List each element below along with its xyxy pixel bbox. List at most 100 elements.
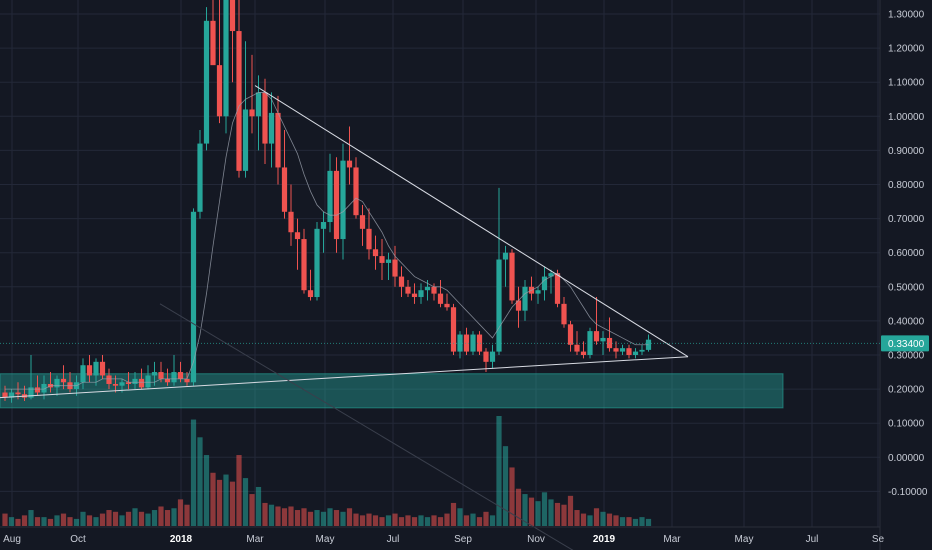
candle — [314, 222, 320, 301]
candle — [80, 358, 86, 390]
candle — [561, 297, 567, 328]
candle — [587, 327, 593, 359]
candle-body — [2, 392, 8, 398]
candle — [327, 153, 333, 233]
candle — [580, 341, 587, 359]
support-zone — [0, 373, 784, 409]
candle-body — [437, 293, 444, 304]
volume-bar — [502, 446, 509, 526]
volume-bar — [567, 495, 574, 526]
volume-bar — [73, 518, 80, 526]
ma-line — [5, 92, 649, 390]
candle — [28, 355, 34, 400]
candle — [418, 283, 424, 304]
price-axis[interactable]: 1.30000 1.20000 1.10000 1.00000 0.90000 0.800… — [879, 0, 928, 550]
time-tick-label: 2018 — [170, 534, 193, 545]
candle — [606, 317, 613, 352]
candle-body — [418, 290, 424, 298]
candle — [444, 293, 450, 311]
current-price-badge: 0.33400 — [0, 335, 929, 352]
volume-bar — [138, 511, 145, 526]
volume-bar — [645, 518, 652, 526]
candle-body — [613, 348, 619, 352]
volume-bar — [333, 510, 340, 526]
price-tick-label: 0.70000 — [888, 214, 925, 225]
candle — [619, 344, 626, 355]
candle-body — [184, 378, 190, 383]
candle-body — [164, 378, 171, 383]
price-tick-label: 1.20000 — [888, 44, 925, 55]
volume-bar — [574, 510, 580, 526]
candle-body — [346, 160, 353, 168]
volume-bar — [528, 497, 535, 526]
price-tick-label: 1.10000 — [888, 78, 925, 89]
volume-bar — [509, 467, 515, 526]
volume-bar — [158, 506, 164, 526]
volume-bar — [580, 513, 587, 526]
candle-body — [593, 331, 600, 342]
candle-body — [320, 222, 327, 229]
candle — [470, 331, 476, 355]
candle-body — [314, 228, 320, 298]
candle-body — [502, 252, 509, 260]
candle-body — [431, 286, 437, 294]
time-tick-label: Nov — [527, 534, 545, 545]
candle-body — [450, 307, 457, 352]
candle-body — [151, 372, 158, 376]
candle — [450, 303, 457, 355]
candle-body — [476, 334, 483, 352]
candle — [138, 368, 145, 390]
volume-bar — [41, 517, 47, 526]
candle-body — [489, 351, 496, 362]
candle — [593, 297, 600, 345]
volume-bar — [151, 510, 158, 526]
volume-bar — [457, 508, 463, 526]
volume-bar — [190, 419, 197, 526]
candle-body — [255, 92, 262, 117]
candle — [567, 320, 574, 352]
candle-body — [457, 334, 463, 352]
candle-body — [203, 20, 210, 144]
volume-bar — [444, 513, 450, 526]
candle-body — [28, 387, 34, 398]
volume-bar — [606, 513, 613, 526]
volume-bar — [541, 492, 548, 526]
candle — [229, 0, 236, 83]
candle-body — [249, 109, 255, 117]
grid — [0, 0, 880, 527]
volume-bar — [424, 517, 431, 526]
candle-body — [444, 303, 450, 308]
current-price-badge-text: 0.33400 — [888, 339, 925, 350]
candle-body — [145, 375, 151, 388]
price-tick-label: 0.60000 — [888, 248, 925, 259]
volume-bar — [15, 518, 21, 526]
time-axis[interactable]: Aug Oct 2018 Mar May Jul Sep Nov 2019 Mar May Jul Se — [0, 526, 885, 545]
time-tick-label: Aug — [3, 534, 21, 545]
candle-body — [112, 383, 119, 386]
candle — [125, 372, 132, 390]
candle — [210, 0, 216, 66]
volume-bar — [112, 511, 119, 526]
time-tick-label: Mar — [246, 534, 264, 545]
support-trendline — [0, 356, 689, 399]
candle-body — [541, 276, 548, 291]
volume-bar — [619, 517, 626, 526]
candle — [483, 348, 489, 373]
volume-bar — [294, 510, 301, 526]
candle — [366, 208, 372, 260]
volume-bar — [203, 455, 210, 526]
candle-body — [483, 351, 489, 362]
candle-body — [138, 378, 145, 388]
candle — [392, 245, 398, 287]
candle-body — [333, 170, 340, 240]
candle — [353, 157, 359, 219]
volume-bar — [483, 511, 489, 526]
volume-bar — [476, 517, 483, 526]
candle — [99, 355, 106, 379]
candle-body — [288, 211, 294, 233]
candle — [164, 368, 171, 386]
candle-body — [509, 252, 515, 301]
volume-bar — [346, 508, 353, 526]
volume-bar — [353, 513, 359, 526]
volume-bar — [340, 511, 346, 526]
